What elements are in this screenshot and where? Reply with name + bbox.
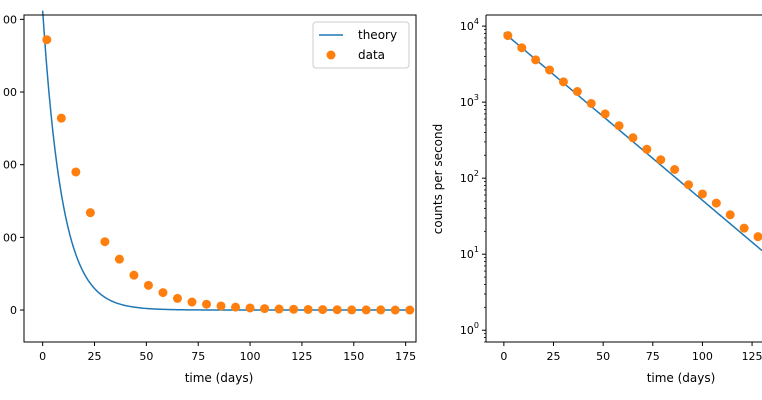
right-x-axis-ticks: 0 25 50 75 100 125 [500, 342, 762, 363]
data-point [739, 223, 749, 233]
x-tick-label: 175 [395, 350, 416, 363]
y-tick-label: 102 [460, 169, 479, 185]
data-point [697, 189, 707, 199]
x-tick-label: 100 [692, 350, 713, 363]
left-x-axis-label: time (days) [185, 371, 254, 385]
legend-data-label: data [358, 48, 385, 62]
data-point [753, 232, 762, 242]
y-tick-label: 100 [460, 321, 479, 337]
legend-data-swatch [326, 50, 336, 60]
data-point [114, 254, 124, 264]
data-point [143, 280, 153, 290]
data-point [158, 288, 168, 298]
data-point [656, 155, 666, 165]
legend-box [312, 21, 410, 69]
x-tick-label: 50 [139, 350, 153, 363]
y-tick-label: 00 [3, 13, 17, 26]
data-point [517, 43, 527, 53]
x-tick-label: 25 [547, 350, 561, 363]
data-point [274, 304, 284, 314]
data-point [42, 35, 52, 45]
data-point [172, 293, 182, 303]
data-point [642, 144, 652, 154]
data-point [600, 109, 610, 119]
data-point [711, 198, 721, 208]
y-tick-label: 00 [3, 159, 17, 172]
x-tick-label: 125 [742, 350, 762, 363]
data-point [216, 301, 226, 311]
x-tick-label: 0 [39, 350, 46, 363]
y-tick-label: 00 [3, 86, 17, 99]
right-chart-panel: 0 25 50 75 100 125 100 101 102 103 104 time (days… [431, 14, 762, 385]
y-tick-label: 00 [3, 231, 17, 244]
y-tick-label: 101 [460, 245, 479, 261]
data-point [347, 305, 357, 315]
data-point [187, 297, 197, 307]
legend: theory data [312, 21, 410, 69]
right-y-axis-label: counts per second [431, 124, 445, 234]
x-tick-label: 0 [500, 350, 507, 363]
x-tick-label: 125 [291, 350, 312, 363]
data-point [245, 303, 255, 313]
data-point [503, 31, 513, 41]
data-point [376, 305, 386, 315]
right-x-axis-label: time (days) [647, 371, 716, 385]
data-point [390, 305, 400, 315]
data-point [628, 133, 638, 143]
data-point [129, 270, 139, 280]
left-chart-frame [23, 14, 417, 343]
data-point [260, 304, 270, 314]
y-tick-label: 0 [10, 304, 17, 317]
data-point [303, 304, 313, 314]
data-point [558, 77, 568, 87]
x-tick-label: 75 [191, 350, 205, 363]
x-tick-label: 50 [596, 350, 610, 363]
x-tick-label: 150 [343, 350, 364, 363]
legend-theory-label: theory [358, 28, 397, 42]
data-point [614, 121, 624, 131]
data-point [100, 237, 110, 247]
right-y-axis-ticks: 100 101 102 103 104 [460, 17, 486, 343]
data-point [318, 305, 328, 315]
y-tick-label: 104 [460, 17, 479, 33]
data-point [71, 167, 81, 177]
data-point [405, 305, 415, 315]
data-point [725, 210, 735, 220]
data-point [332, 305, 342, 315]
data-point [572, 87, 582, 97]
data-point [670, 165, 680, 175]
data-point [545, 65, 555, 75]
data-point [85, 208, 95, 218]
left-chart-marks [41, 10, 415, 315]
data-point [586, 98, 596, 108]
data-point [56, 113, 66, 123]
y-tick-label: 103 [460, 93, 479, 109]
data-point [684, 180, 694, 190]
data-point [202, 299, 212, 309]
data-point [531, 55, 541, 65]
x-tick-label: 75 [646, 350, 660, 363]
data-point [361, 305, 371, 315]
right-chart-marks [503, 31, 762, 252]
left-x-axis-ticks: 0 25 50 75 100 125 150 175 [39, 342, 416, 363]
data-point [231, 302, 241, 312]
x-tick-label: 100 [240, 350, 261, 363]
data-point [289, 304, 299, 314]
x-tick-label: 25 [88, 350, 102, 363]
